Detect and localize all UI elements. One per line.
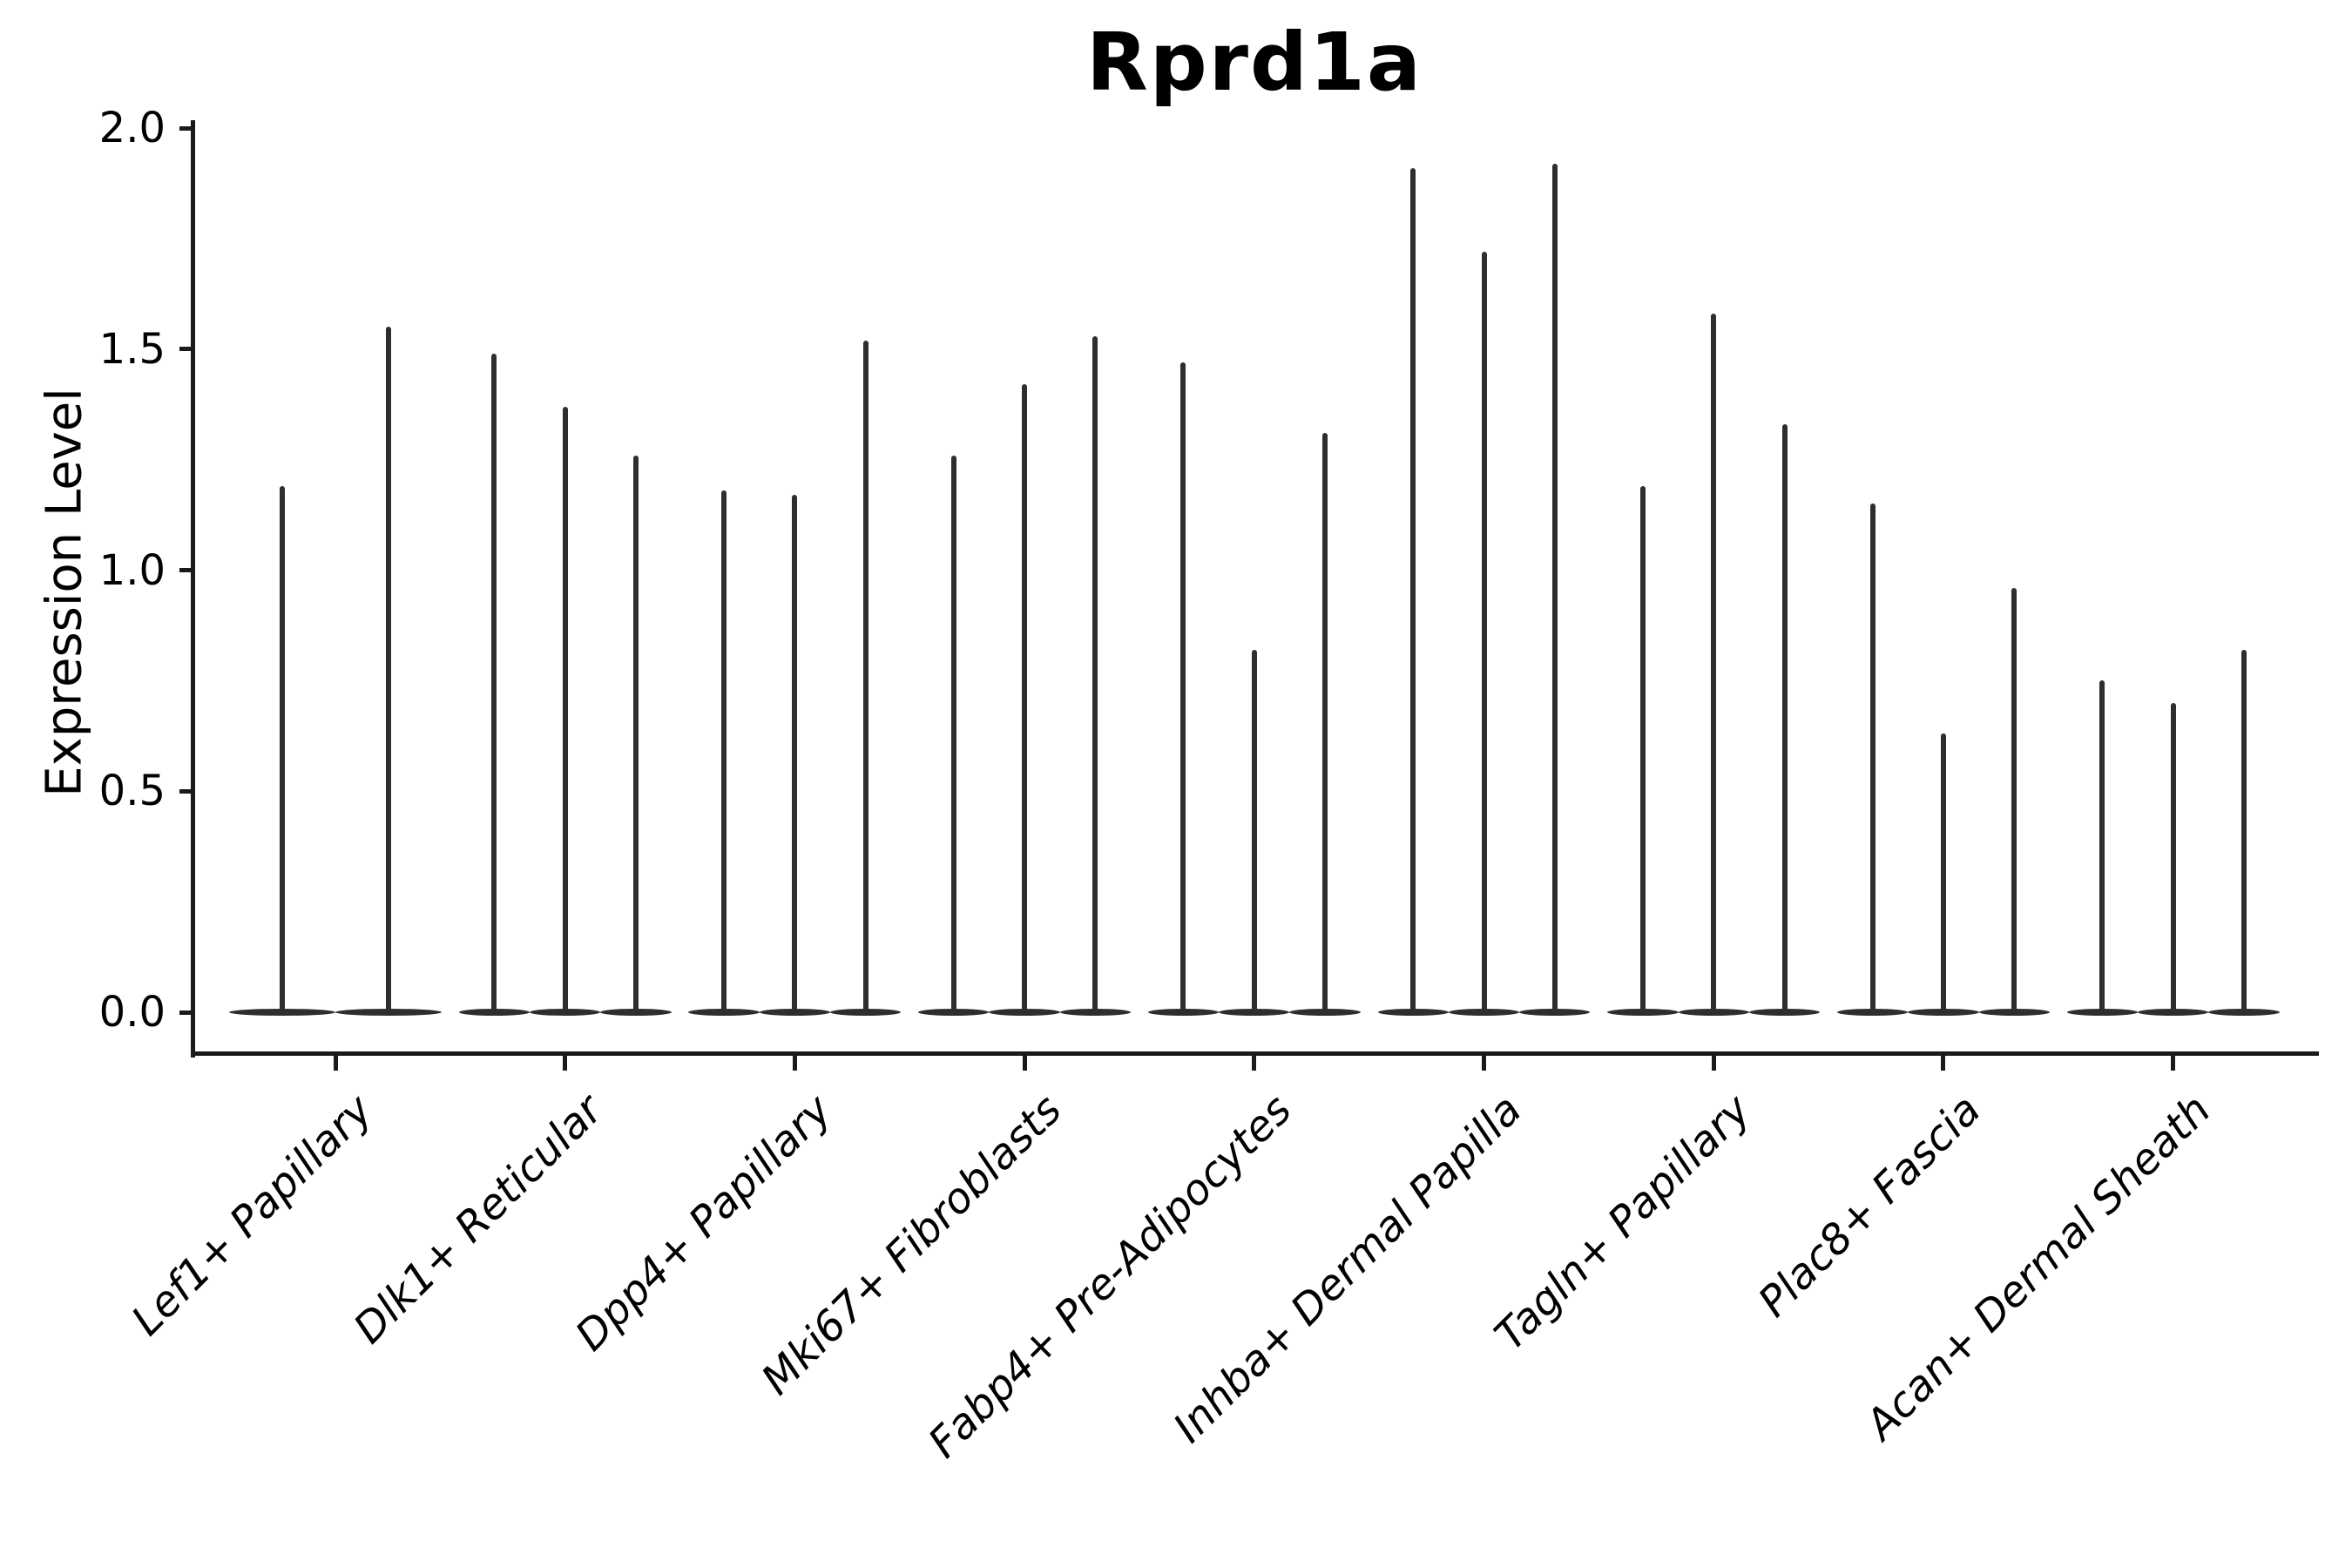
- violin-spike: [562, 406, 568, 1015]
- x-tick-label: Plac8+ Fascia: [1748, 1085, 1990, 1327]
- x-tick-label: Lef1+ Papillary: [122, 1085, 382, 1346]
- x-tick-mark: [1941, 1055, 1946, 1071]
- x-tick-mark: [1711, 1055, 1716, 1071]
- violin-spike: [721, 490, 727, 1015]
- chart-title: Rprd1a: [1085, 16, 1423, 109]
- violin-spike: [1481, 252, 1487, 1015]
- y-tick-mark: [179, 788, 193, 794]
- x-tick-mark: [792, 1055, 797, 1071]
- x-tick-label: Fabp4+ Pre-Adipocytes: [918, 1085, 1301, 1468]
- violin-spike: [1869, 504, 1876, 1015]
- y-tick-label: 2.0: [98, 104, 166, 152]
- y-axis-spine: [191, 120, 195, 1058]
- x-tick-mark: [1022, 1055, 1027, 1071]
- x-tick-mark: [1252, 1055, 1257, 1071]
- violin-spike: [2240, 649, 2247, 1015]
- violin-spike: [1781, 424, 1788, 1015]
- violin-spike: [1410, 167, 1416, 1015]
- x-tick-mark: [2171, 1055, 2176, 1071]
- x-tick-label: Dlk1+ Reticular: [344, 1085, 612, 1354]
- x-axis-spine: [191, 1051, 2319, 1056]
- x-tick-mark: [1482, 1055, 1486, 1071]
- violin-spike: [1551, 163, 1558, 1015]
- violin-spike: [386, 327, 391, 1015]
- violin-spike: [1639, 486, 1646, 1015]
- y-tick-mark: [179, 125, 193, 131]
- violin-spike: [1251, 649, 1257, 1015]
- violin-spike: [2099, 680, 2105, 1015]
- violin-spike: [2170, 702, 2176, 1015]
- violin-spike: [1322, 433, 1328, 1015]
- violin-spike: [1711, 314, 1717, 1015]
- violin-spike: [2011, 587, 2017, 1015]
- violin-spike: [491, 353, 497, 1015]
- violin-spike: [1940, 733, 1946, 1015]
- violin-spike: [792, 495, 798, 1015]
- violin-spike: [1180, 362, 1186, 1015]
- violin-spike: [1022, 384, 1028, 1015]
- y-tick-mark: [179, 347, 193, 352]
- violin-spike: [1092, 335, 1098, 1015]
- y-tick-label: 0.0: [98, 988, 166, 1037]
- x-tick-label: Tagln+ Papillary: [1485, 1085, 1761, 1361]
- violin-spike: [862, 340, 868, 1015]
- x-tick-mark: [333, 1055, 338, 1071]
- y-tick-mark: [179, 568, 193, 572]
- violin-spike: [950, 455, 956, 1015]
- y-tick-label: 0.5: [98, 767, 166, 816]
- violin-spike: [280, 486, 285, 1015]
- y-tick-label: 1.0: [98, 545, 166, 595]
- violin-spike: [633, 455, 639, 1015]
- y-tick-mark: [179, 1010, 193, 1015]
- x-tick-mark: [563, 1055, 568, 1071]
- y-tick-label: 1.5: [98, 324, 166, 374]
- x-tick-label: Dpp4+ Papillary: [566, 1085, 841, 1361]
